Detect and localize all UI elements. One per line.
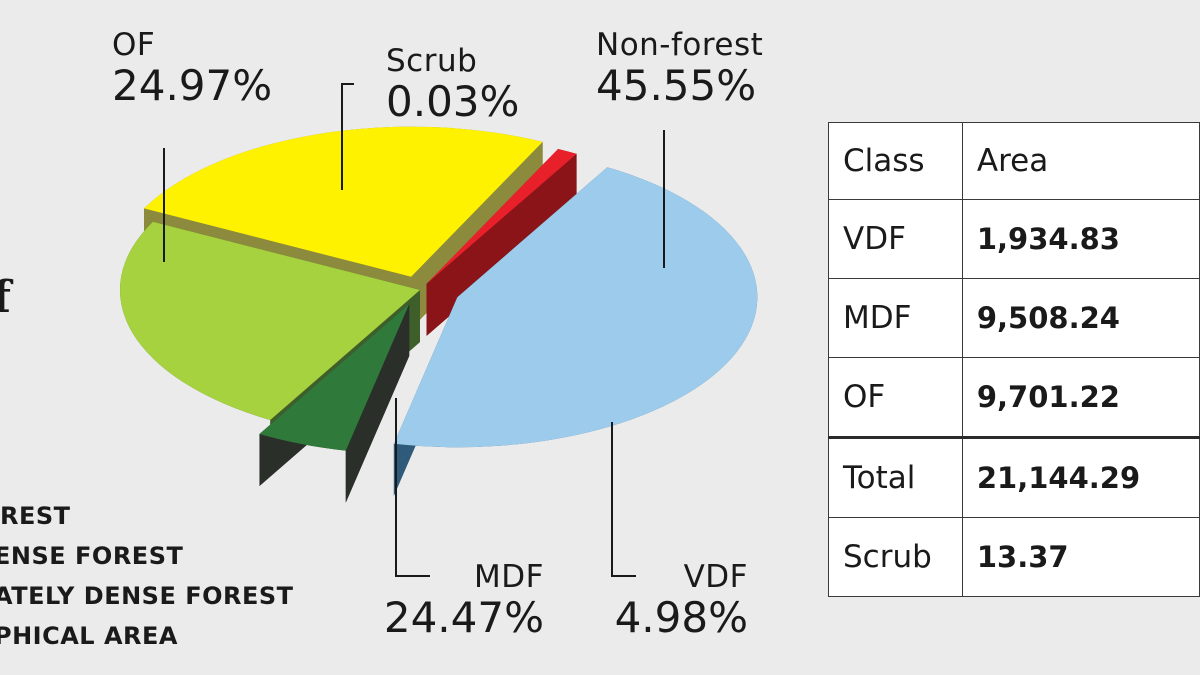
- table-cell-area: 1,934.83: [961, 199, 1200, 279]
- slice-name-of: OF: [112, 27, 156, 63]
- slice-name-vdf: VDF: [683, 559, 748, 595]
- table-cell-class: OF: [828, 357, 963, 438]
- table-cell-class: Total: [828, 436, 963, 518]
- table-cell-area: 13.37: [961, 517, 1200, 597]
- slice-percent-non-forest: 45.55%: [596, 61, 757, 110]
- table-header-class: Class: [828, 122, 963, 200]
- table-row: Scrub 13.37: [828, 517, 1200, 597]
- table-cell-area: 9,508.24: [961, 278, 1200, 358]
- slice-name-scrub: Scrub: [386, 43, 478, 79]
- table-cell-area: 9,701.22: [961, 357, 1200, 438]
- slice-label-non-forest: Non-forest 45.55%: [596, 30, 763, 107]
- slice-percent-scrub: 0.03%: [386, 77, 520, 126]
- table-row: VDF 1,934.83: [828, 199, 1200, 279]
- legend-item: PHICAL AREA: [0, 622, 178, 650]
- table-header-area: Area: [961, 122, 1200, 200]
- cropped-heading-fragment: f: [0, 272, 11, 323]
- table-cell-class: MDF: [828, 278, 963, 358]
- slice-name-non-forest: Non-forest: [596, 27, 764, 63]
- table-cell-class: Scrub: [828, 517, 963, 597]
- pie-slice-mdf: [119, 221, 420, 420]
- slice-label-scrub: Scrub 0.03%: [386, 46, 519, 123]
- slice-label-mdf: MDF 24.47%: [360, 562, 544, 639]
- table-row-total: Total 21,144.29: [828, 436, 1200, 518]
- leader-line-vdf: [611, 422, 636, 577]
- leader-line-mdf: [395, 398, 430, 577]
- table-header-row: Class Area: [828, 122, 1200, 200]
- pie-slice-scrub: [426, 149, 577, 284]
- pie-leader-lines: [163, 83, 665, 577]
- slice-percent-vdf: 4.98%: [614, 593, 748, 642]
- table-row: OF 9,701.22: [828, 357, 1200, 438]
- pie-wall-scrub-1: [426, 153, 577, 336]
- table-cell-class: VDF: [828, 199, 963, 279]
- pie-slice-non-forest: [393, 167, 758, 448]
- slice-percent-of: 24.97%: [112, 61, 273, 110]
- pie-top-faces: [119, 126, 758, 451]
- legend-item: ENSE FOREST: [0, 542, 184, 570]
- cropped-legend: REST ENSE FOREST ATELY DENSE FOREST PHIC…: [0, 496, 294, 656]
- slice-name-mdf: MDF: [474, 559, 544, 595]
- slice-percent-mdf: 24.47%: [383, 593, 544, 642]
- leader-line-scrub: [341, 83, 354, 190]
- slice-label-of: OF 24.97%: [112, 30, 272, 107]
- table-row: MDF 9,508.24: [828, 278, 1200, 358]
- slice-label-vdf: VDF 4.98%: [596, 562, 748, 639]
- pie-slice-vdf: [259, 303, 410, 451]
- table-cell-area: 21,144.29: [961, 436, 1200, 518]
- legend-item: ATELY DENSE FOREST: [0, 582, 294, 610]
- legend-item: REST: [0, 502, 71, 530]
- pie-slice-of: [144, 126, 543, 277]
- area-table: Class Area VDF 1,934.83 MDF 9,508.24 OF …: [828, 122, 1200, 597]
